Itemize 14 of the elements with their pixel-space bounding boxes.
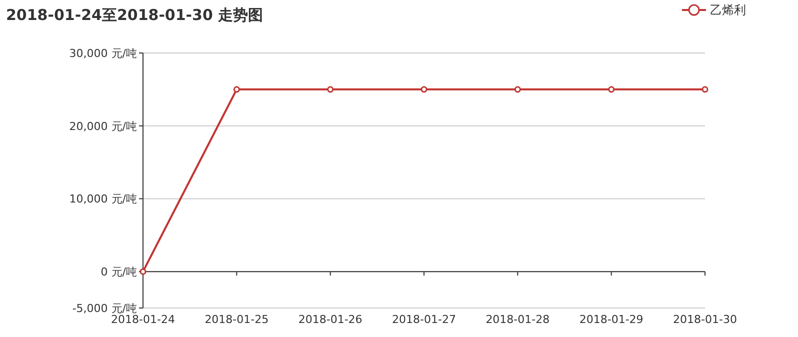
x-tick-label: 2018-01-30	[673, 313, 737, 326]
y-tick-label: 30,000 元/吨	[69, 47, 137, 60]
x-tick-label: 2018-01-25	[204, 313, 269, 326]
x-tick-label: 2018-01-24	[111, 313, 175, 326]
legend-label: 乙烯利	[710, 3, 746, 17]
y-tick-label: 20,000 元/吨	[69, 120, 137, 133]
y-tick-label: -5,000 元/吨	[72, 302, 137, 315]
x-tick-label: 2018-01-27	[392, 313, 456, 326]
x-tick-label: 2018-01-29	[579, 313, 644, 326]
chart-title: 2018-01-24至2018-01-30 走势图	[6, 6, 264, 24]
y-tick-label: 0 元/吨	[100, 266, 137, 279]
y-tick-label: 10,000 元/吨	[69, 192, 137, 206]
x-tick-label: 2018-01-26	[298, 313, 362, 326]
x-tick-label: 2018-01-28	[486, 313, 550, 326]
